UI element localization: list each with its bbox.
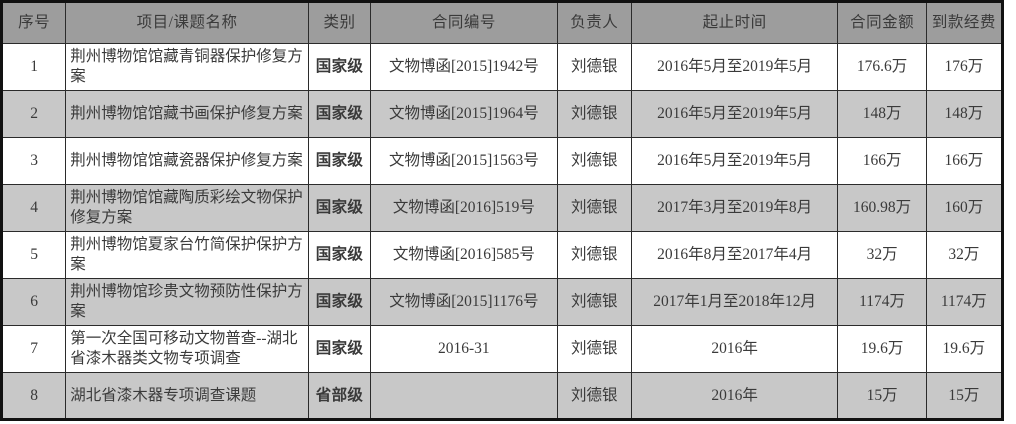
cell-amount: 166万: [837, 137, 927, 185]
cell-seq: 3: [0, 137, 67, 185]
cell-period: 2016年5月至2019年5月: [630, 137, 839, 185]
table-body: 1 荆州博物馆馆藏青铜器保护修复方案 国家级 文物博函[2015]1942号 刘德银 20…: [0, 43, 1004, 420]
cell-seq: 1: [0, 43, 67, 91]
cell-person: 刘德银: [556, 278, 632, 326]
cell-seq: 6: [0, 278, 67, 326]
cell-name: 荆州博物馆夏家台竹简保护保护方案: [65, 231, 309, 279]
column-header-contract-code[interactable]: 合同编号: [370, 1, 558, 44]
cell-code: [370, 372, 558, 420]
cell-recv: 19.6万: [925, 325, 1004, 373]
cell-code: 文物博函[2015]1964号: [370, 90, 558, 138]
cell-amount: 160.98万: [837, 184, 927, 232]
table-header: 序号 项目/课题名称 类别 合同编号 负责人 起止时间 合同金额 到款经费: [0, 1, 1004, 44]
column-header-name[interactable]: 项目/课题名称: [65, 1, 309, 44]
column-header-received[interactable]: 到款经费: [925, 1, 1004, 44]
cell-recv: 1174万: [925, 278, 1004, 326]
table-row[interactable]: 6 荆州博物馆珍贵文物预防性保护方案 国家级 文物博函[2015]1176号 刘德银 20…: [0, 278, 1004, 326]
cell-seq: 8: [0, 372, 67, 420]
cell-seq: 4: [0, 184, 67, 232]
table-row[interactable]: 4 荆州博物馆馆藏陶质彩绘文物保护修复方案 国家级 文物博函[2016]519号 刘德银…: [0, 184, 1004, 232]
table-row[interactable]: 8 湖北省漆木器专项调查课题 省部级 刘德银 2016年 15万 15万: [0, 372, 1004, 420]
cell-recv: 148万: [925, 90, 1004, 138]
cell-period: 2016年: [630, 325, 839, 373]
cell-cat: 国家级: [307, 231, 372, 279]
cell-period: 2017年3月至2019年8月: [630, 184, 839, 232]
cell-person: 刘德银: [556, 184, 632, 232]
cell-person: 刘德银: [556, 372, 632, 420]
cell-recv: 166万: [925, 137, 1004, 185]
cell-recv: 15万: [925, 372, 1004, 420]
cell-cat: 省部级: [307, 372, 372, 420]
cell-name: 荆州博物馆馆藏青铜器保护修复方案: [65, 43, 309, 91]
table-row[interactable]: 7 第一次全国可移动文物普查--湖北省漆木器类文物专项调查 国家级 2016-31 刘德…: [0, 325, 1004, 373]
cell-period: 2016年: [630, 372, 839, 420]
table-row[interactable]: 5 荆州博物馆夏家台竹简保护保护方案 国家级 文物博函[2016]585号 刘德银 201…: [0, 231, 1004, 279]
cell-cat: 国家级: [307, 325, 372, 373]
cell-period: 2016年8月至2017年4月: [630, 231, 839, 279]
cell-code: 文物博函[2015]1563号: [370, 137, 558, 185]
cell-person: 刘德银: [556, 43, 632, 91]
cell-cat: 国家级: [307, 137, 372, 185]
cell-name: 荆州博物馆珍贵文物预防性保护方案: [65, 278, 309, 326]
cell-recv: 160万: [925, 184, 1004, 232]
cell-amount: 32万: [837, 231, 927, 279]
cell-amount: 19.6万: [837, 325, 927, 373]
cell-name: 第一次全国可移动文物普查--湖北省漆木器类文物专项调查: [65, 325, 309, 373]
cell-amount: 148万: [837, 90, 927, 138]
cell-period: 2016年5月至2019年5月: [630, 90, 839, 138]
cell-person: 刘德银: [556, 90, 632, 138]
column-header-amount[interactable]: 合同金额: [837, 1, 927, 44]
table-row[interactable]: 2 荆州博物馆馆藏书画保护修复方案 国家级 文物博函[2015]1964号 刘德银 201…: [0, 90, 1004, 138]
table-header-row: 序号 项目/课题名称 类别 合同编号 负责人 起止时间 合同金额 到款经费: [0, 1, 1004, 44]
table-row[interactable]: 3 荆州博物馆馆藏瓷器保护修复方案 国家级 文物博函[2015]1563号 刘德银 201…: [0, 137, 1004, 185]
cell-name: 荆州博物馆馆藏瓷器保护修复方案: [65, 137, 309, 185]
cell-code: 文物博函[2015]1942号: [370, 43, 558, 91]
cell-period: 2017年1月至2018年12月: [630, 278, 839, 326]
cell-person: 刘德银: [556, 325, 632, 373]
column-header-seq[interactable]: 序号: [0, 1, 67, 44]
cell-cat: 国家级: [307, 278, 372, 326]
cell-cat: 国家级: [307, 43, 372, 91]
cell-person: 刘德银: [556, 231, 632, 279]
cell-period: 2016年5月至2019年5月: [630, 43, 839, 91]
cell-amount: 1174万: [837, 278, 927, 326]
cell-name: 荆州博物馆馆藏书画保护修复方案: [65, 90, 309, 138]
cell-recv: 176万: [925, 43, 1004, 91]
cell-code: 文物博函[2016]519号: [370, 184, 558, 232]
cell-cat: 国家级: [307, 90, 372, 138]
cell-person: 刘德银: [556, 137, 632, 185]
cell-code: 2016-31: [370, 325, 558, 373]
cell-cat: 国家级: [307, 184, 372, 232]
cell-seq: 7: [0, 325, 67, 373]
column-header-category[interactable]: 类别: [307, 1, 372, 44]
cell-seq: 5: [0, 231, 67, 279]
cell-code: 文物博函[2015]1176号: [370, 278, 558, 326]
cell-amount: 176.6万: [837, 43, 927, 91]
cell-name: 荆州博物馆馆藏陶质彩绘文物保护修复方案: [65, 184, 309, 232]
cell-amount: 15万: [837, 372, 927, 420]
cell-recv: 32万: [925, 231, 1004, 279]
column-header-period[interactable]: 起止时间: [630, 1, 839, 44]
table-row[interactable]: 1 荆州博物馆馆藏青铜器保护修复方案 国家级 文物博函[2015]1942号 刘德银 20…: [0, 43, 1004, 91]
cell-name: 湖北省漆木器专项调查课题: [65, 372, 309, 420]
cell-code: 文物博函[2016]585号: [370, 231, 558, 279]
cell-seq: 2: [0, 90, 67, 138]
column-header-person[interactable]: 负责人: [556, 1, 632, 44]
